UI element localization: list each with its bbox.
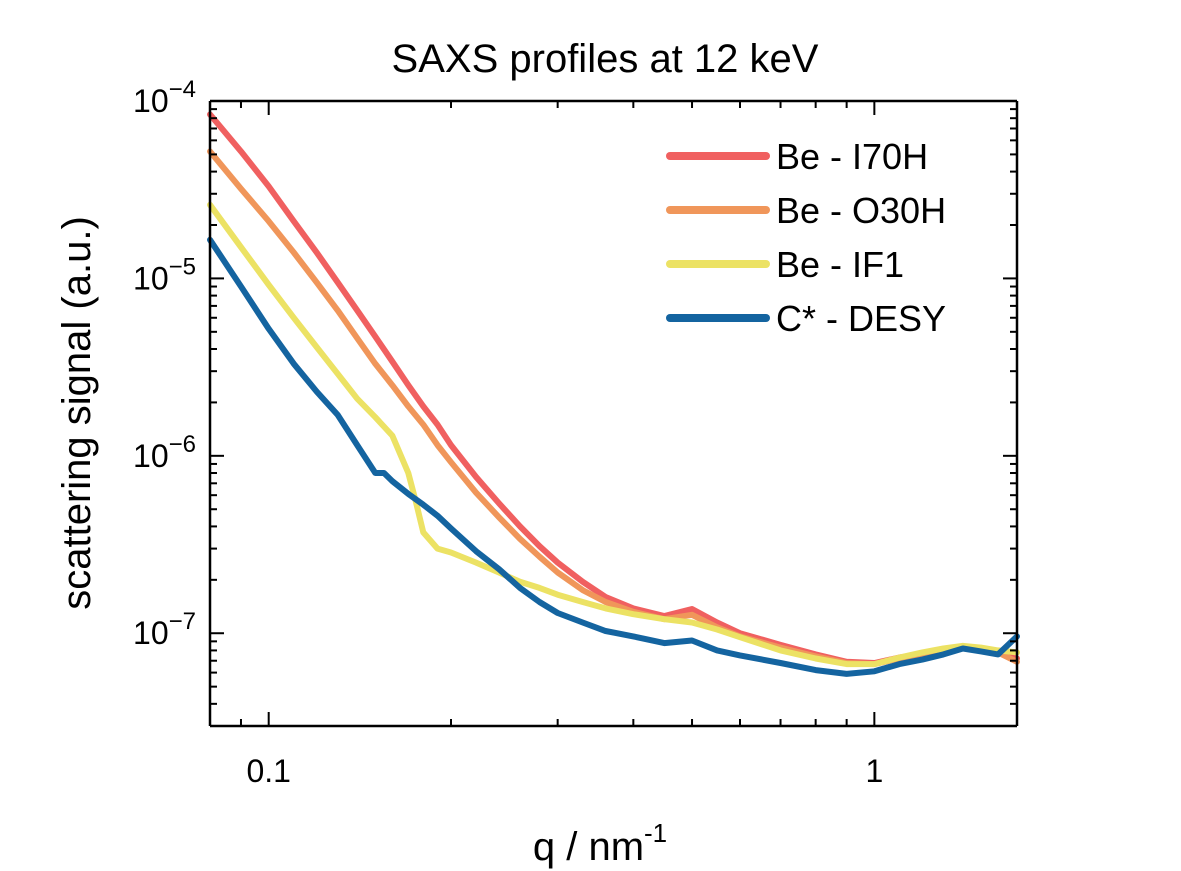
legend: Be - I70H Be - O30H Be - IF1 C* - DESY [666, 136, 946, 339]
series-layer [207, 111, 1020, 677]
tick-labels: 0.1 1 10−7 10−6 10−5 10−4 [133, 76, 883, 789]
x-axis-label-text: q / nm [533, 825, 644, 869]
y-tick-label-1: 10−7 [133, 608, 196, 651]
legend-label-1: Be - I70H [776, 136, 928, 177]
legend-label-2: Be - O30H [776, 190, 946, 231]
y-axis-label: scattering signal (a.u.) [55, 216, 99, 610]
y-tick-label-3: 10−5 [133, 253, 196, 296]
x-tick-label-1: 0.1 [246, 753, 290, 789]
x-axis-label: q / nm-1 [533, 818, 667, 869]
y-tick-label-4: 10−4 [133, 76, 196, 119]
x-axis-label-exponent: -1 [644, 818, 667, 848]
plot-area [210, 101, 1017, 726]
chart-title: SAXS profiles at 12 keV [392, 37, 819, 81]
ticks [210, 100, 1017, 727]
series-line-3 [207, 201, 1020, 668]
y-tick-label-2: 10−6 [133, 431, 196, 474]
legend-label-4: C* - DESY [776, 298, 946, 339]
plot-background [210, 101, 1017, 726]
x-tick-label-2: 1 [865, 753, 883, 789]
legend-label-3: Be - IF1 [776, 244, 904, 285]
series-line-4 [207, 236, 1020, 677]
axes [208, 99, 1019, 728]
